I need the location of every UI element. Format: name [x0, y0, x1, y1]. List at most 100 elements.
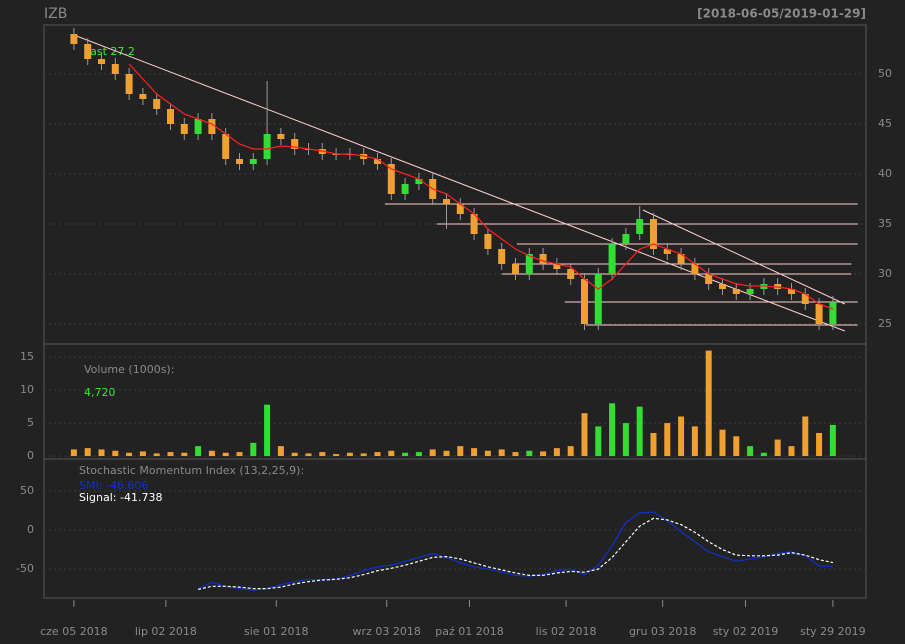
volume-bar: [98, 449, 105, 457]
candle-body: [498, 249, 506, 264]
candle-body: [456, 204, 464, 214]
volume-bar: [829, 424, 836, 457]
date-range: [2018-06-05/2019-01-29]: [697, 7, 866, 21]
candle-body: [97, 59, 105, 64]
last-price: Last 27.2: [84, 45, 135, 58]
candle-body: [787, 289, 795, 294]
candle-body: [539, 254, 547, 264]
smi-title: Stochastic Momentum Index (13,2,25,9):: [79, 464, 304, 477]
volume-bar: [250, 442, 257, 457]
y-tick-label: 35: [878, 217, 892, 230]
candle-body: [291, 139, 299, 149]
volume-bar: [195, 446, 202, 457]
candle-body: [484, 234, 492, 249]
candle-body: [263, 134, 271, 159]
volume-bar: [374, 452, 381, 457]
candle-body: [387, 164, 395, 194]
volume-bar: [705, 350, 712, 457]
candle-body: [608, 244, 616, 274]
volume-bar: [167, 452, 174, 457]
volume-bar: [443, 450, 450, 457]
signal-line: [197, 517, 834, 590]
volume-bar: [650, 432, 657, 457]
volume-bar: [802, 416, 809, 457]
volume-bar: [678, 416, 685, 457]
candle-body: [525, 254, 533, 274]
volume-bar: [498, 449, 505, 457]
candle-body: [649, 219, 657, 249]
volume-bar: [622, 423, 629, 457]
candle-body: [70, 34, 78, 44]
volume-bar: [333, 454, 340, 457]
chart-title: IZB: [44, 6, 67, 22]
x-tick-label: wrz 03 2018: [353, 625, 421, 638]
volume-bar: [388, 450, 395, 457]
candle-body: [677, 254, 685, 264]
volume-bar: [291, 452, 298, 457]
volume-bar: [222, 452, 229, 457]
candle-body: [636, 219, 644, 234]
candle-body: [111, 64, 119, 74]
x-tick-label: lis 02 2018: [536, 625, 597, 638]
candle-body: [746, 289, 754, 294]
candle-body: [732, 289, 740, 294]
volume-bar: [553, 448, 560, 457]
x-tick-label: gru 03 2018: [629, 625, 696, 638]
volume-bar: [567, 446, 574, 457]
volume-bar: [277, 446, 284, 457]
candle-body: [663, 249, 671, 254]
volume-bar: [153, 453, 160, 457]
candle-body: [442, 199, 450, 204]
volume-bar: [526, 450, 533, 457]
x-tick-label: lip 02 2018: [135, 625, 197, 638]
volume-bar: [70, 449, 77, 457]
candle-body: [705, 274, 713, 284]
candle-body: [718, 284, 726, 289]
candle-body: [222, 134, 230, 159]
volume-bar: [429, 449, 436, 457]
candle-body: [249, 159, 257, 164]
volume-bar: [512, 452, 519, 457]
candle-body: [415, 179, 423, 184]
volume-bar: [581, 413, 588, 457]
volume-bar: [112, 450, 119, 457]
trend-line: [642, 209, 846, 305]
volume-bar: [816, 432, 823, 457]
smi-line: [197, 511, 833, 591]
volume-bar: [346, 452, 353, 457]
candle-body: [401, 184, 409, 194]
volume-bar: [126, 452, 133, 457]
y-tick-label: 0: [27, 523, 34, 536]
y-tick-label: -50: [16, 562, 34, 575]
trend-line: [73, 34, 846, 332]
volume-bar: [305, 453, 312, 457]
y-tick-label: 25: [878, 317, 892, 330]
volume-bar: [415, 452, 422, 457]
volume-bar: [264, 404, 271, 457]
volume-bar: [747, 446, 754, 457]
volume-bar: [457, 446, 464, 457]
candle-body: [180, 124, 188, 134]
candle-body: [511, 264, 519, 274]
y-tick-label: 50: [20, 484, 34, 497]
volume-bar: [664, 423, 671, 457]
x-tick-label: cze 05 2018: [40, 625, 108, 638]
volume-bar: [208, 450, 215, 457]
volume-bar: [774, 439, 781, 457]
y-tick-label: 50: [878, 67, 892, 80]
x-tick-label: sty 29 2019: [800, 625, 866, 638]
moving-average: [128, 63, 834, 310]
x-tick-label: paź 01 2018: [435, 625, 503, 638]
legend-entry: Signal: -41.738: [79, 491, 162, 504]
volume-bar: [402, 452, 409, 457]
volume-bar: [691, 426, 698, 457]
candle-body: [470, 214, 478, 234]
y-tick-label: 30: [878, 267, 892, 280]
volume-bar: [471, 448, 478, 457]
candle-body: [553, 264, 561, 269]
volume-bar: [236, 452, 243, 457]
volume-bar: [760, 452, 767, 457]
candle-body: [139, 94, 147, 99]
